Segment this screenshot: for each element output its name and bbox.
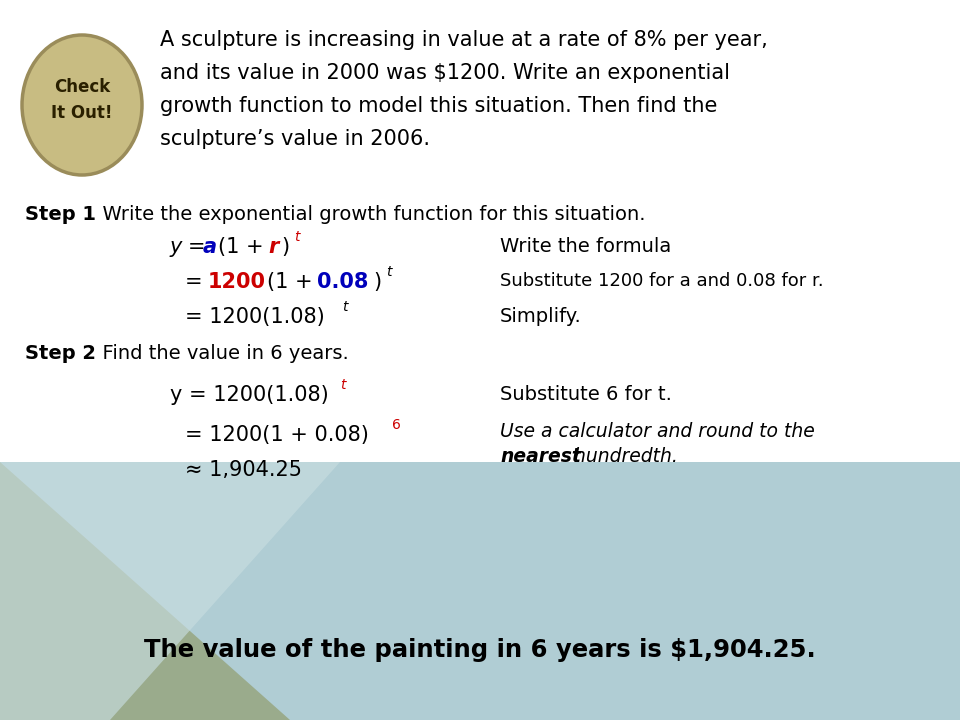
Text: = 1200(1 + 0.08): = 1200(1 + 0.08) [185,425,369,445]
Text: 6: 6 [392,418,401,432]
Text: (1 +: (1 + [267,272,320,292]
Text: hundredth.: hundredth. [568,447,678,466]
Text: Substitute 6 for t.: Substitute 6 for t. [500,385,672,404]
Text: Step 2: Step 2 [25,344,96,363]
Text: A sculpture is increasing in value at a rate of 8% per year,: A sculpture is increasing in value at a … [160,30,768,50]
Text: t: t [342,300,348,314]
Text: ): ) [373,272,381,292]
Ellipse shape [22,35,142,175]
Text: Write the formula: Write the formula [500,237,671,256]
Text: y = 1200(1.08): y = 1200(1.08) [170,385,328,405]
Polygon shape [0,462,960,720]
Text: Step 1: Step 1 [25,205,96,224]
Text: t: t [386,265,392,279]
Text: Check
It Out!: Check It Out! [51,78,112,122]
Text: Substitute 1200 for a and 0.08 for r.: Substitute 1200 for a and 0.08 for r. [500,272,824,290]
Text: t: t [340,378,346,392]
Text: Use a calculator and round to the: Use a calculator and round to the [500,422,815,441]
Text: =: = [185,272,209,292]
Text: Write the exponential growth function for this situation.: Write the exponential growth function fo… [90,205,645,224]
Text: nearest: nearest [500,447,581,466]
Text: growth function to model this situation. Then find the: growth function to model this situation.… [160,96,717,116]
Text: 0.08: 0.08 [317,272,369,292]
Text: r: r [268,237,278,257]
Text: ): ) [281,237,289,257]
Text: t: t [294,230,300,244]
Text: a: a [203,237,217,257]
Text: Simplify.: Simplify. [500,307,582,326]
Polygon shape [0,462,340,720]
Text: Find the value in 6 years.: Find the value in 6 years. [90,344,348,363]
Text: = 1200(1.08): = 1200(1.08) [185,307,324,327]
Polygon shape [0,462,290,720]
Text: The value of the painting in 6 years is $1,904.25.: The value of the painting in 6 years is … [144,638,816,662]
Text: sculpture’s value in 2006.: sculpture’s value in 2006. [160,129,430,149]
Text: (1 +: (1 + [218,237,271,257]
Text: 1200: 1200 [208,272,266,292]
Text: ≈ 1,904.25: ≈ 1,904.25 [185,460,302,480]
Text: y =: y = [170,237,213,257]
Text: and its value in 2000 was $1200. Write an exponential: and its value in 2000 was $1200. Write a… [160,63,730,83]
